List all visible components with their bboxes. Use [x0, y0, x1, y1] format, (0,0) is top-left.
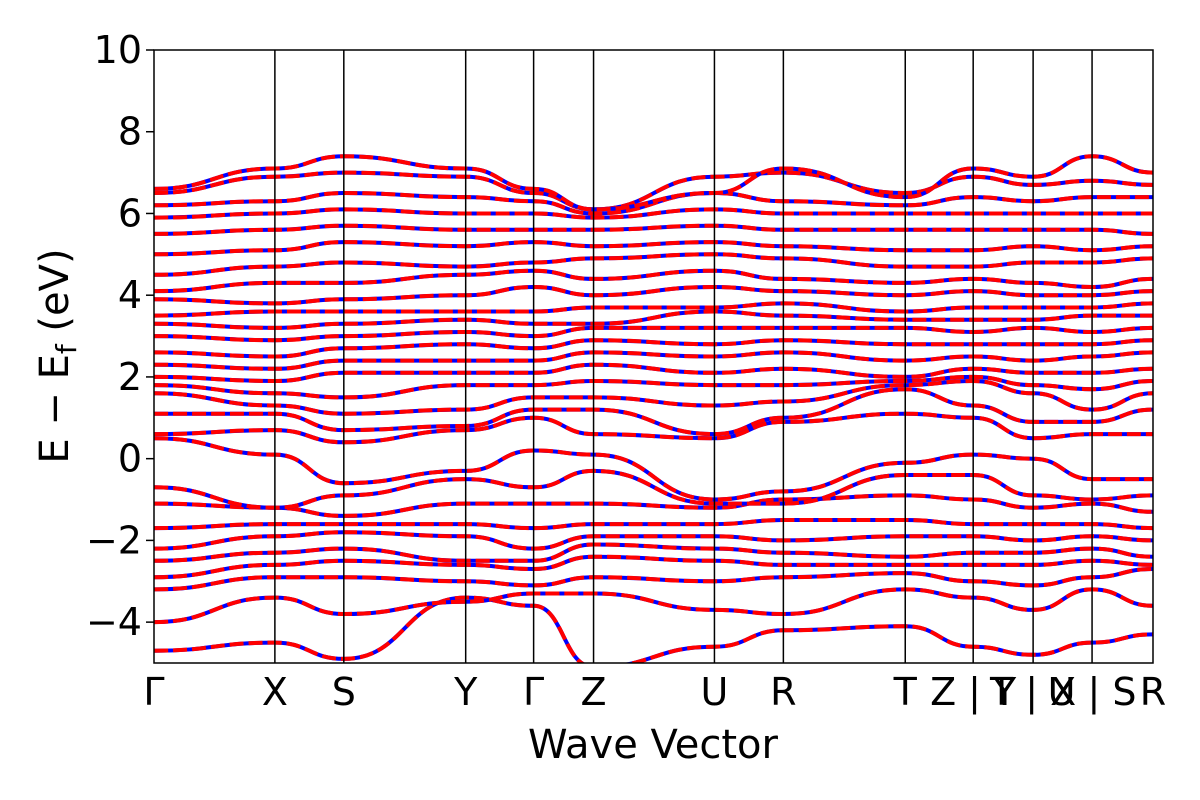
band-lines	[154, 154, 1153, 663]
band-line-red	[154, 284, 1153, 306]
high-symmetry-lines	[274, 50, 1093, 663]
band-line-red	[154, 240, 1153, 257]
x-tick-label: R	[770, 670, 796, 714]
plot-background	[154, 50, 1153, 663]
y-axis-label: E − Ef (eV)	[32, 248, 83, 463]
band-line-red	[154, 154, 1153, 212]
y-tick-label: 8	[118, 110, 142, 154]
band-line-red	[154, 378, 1153, 416]
band-line-red	[154, 350, 1153, 371]
x-axis-label: Wave Vector	[528, 722, 779, 768]
band-line-red	[154, 301, 1153, 318]
x-tick-label: X	[262, 670, 288, 714]
y-tick-label: −4	[86, 600, 142, 644]
y-tick-label: 4	[118, 273, 142, 317]
x-tick-label: Z | Y	[930, 670, 1017, 715]
y-tick-label: 6	[118, 191, 142, 235]
x-tick-label: Y	[453, 670, 478, 714]
band-line-red	[154, 338, 1153, 359]
band-line-red	[154, 325, 1153, 343]
x-tick-label: S	[332, 670, 356, 714]
x-tick-label: T | X	[989, 670, 1076, 715]
band-line-red	[154, 493, 1153, 518]
x-tick-label: R	[1140, 670, 1166, 714]
y-tick-label: −2	[86, 518, 142, 562]
band-line-red	[154, 268, 1153, 294]
band-line-red	[154, 207, 1153, 220]
band-line-red	[154, 362, 1153, 384]
band-line-red	[154, 309, 1153, 330]
x-tick-label: T	[893, 670, 918, 714]
band-line-red	[154, 223, 1153, 236]
band-line-red	[154, 567, 1153, 592]
band-line-red	[154, 587, 1153, 625]
x-tick-label: U | S	[1048, 670, 1137, 715]
x-tick-label: Γ	[143, 670, 164, 714]
band-line-red	[154, 436, 1153, 502]
y-tick-label: 2	[118, 355, 142, 399]
band-line-blue	[154, 530, 1153, 551]
band-line-blue	[154, 542, 1153, 563]
x-tick-label: Γ	[523, 670, 544, 714]
y-axis-ticks: 10 8 6 4 2 0 −2 −4	[86, 28, 154, 644]
band-line-red	[154, 374, 1153, 400]
band-line-red	[154, 554, 1153, 580]
x-tick-label: U	[701, 670, 729, 714]
plot-frame	[153, 49, 1154, 664]
x-tick-label: Z	[581, 670, 607, 714]
band-line-red	[154, 517, 1153, 531]
y-tick-label: 10	[94, 28, 142, 72]
band-line-red	[154, 411, 1153, 445]
y-tick-label: 0	[118, 437, 142, 481]
band-line-red	[154, 468, 1153, 510]
band-line-red	[154, 252, 1153, 277]
